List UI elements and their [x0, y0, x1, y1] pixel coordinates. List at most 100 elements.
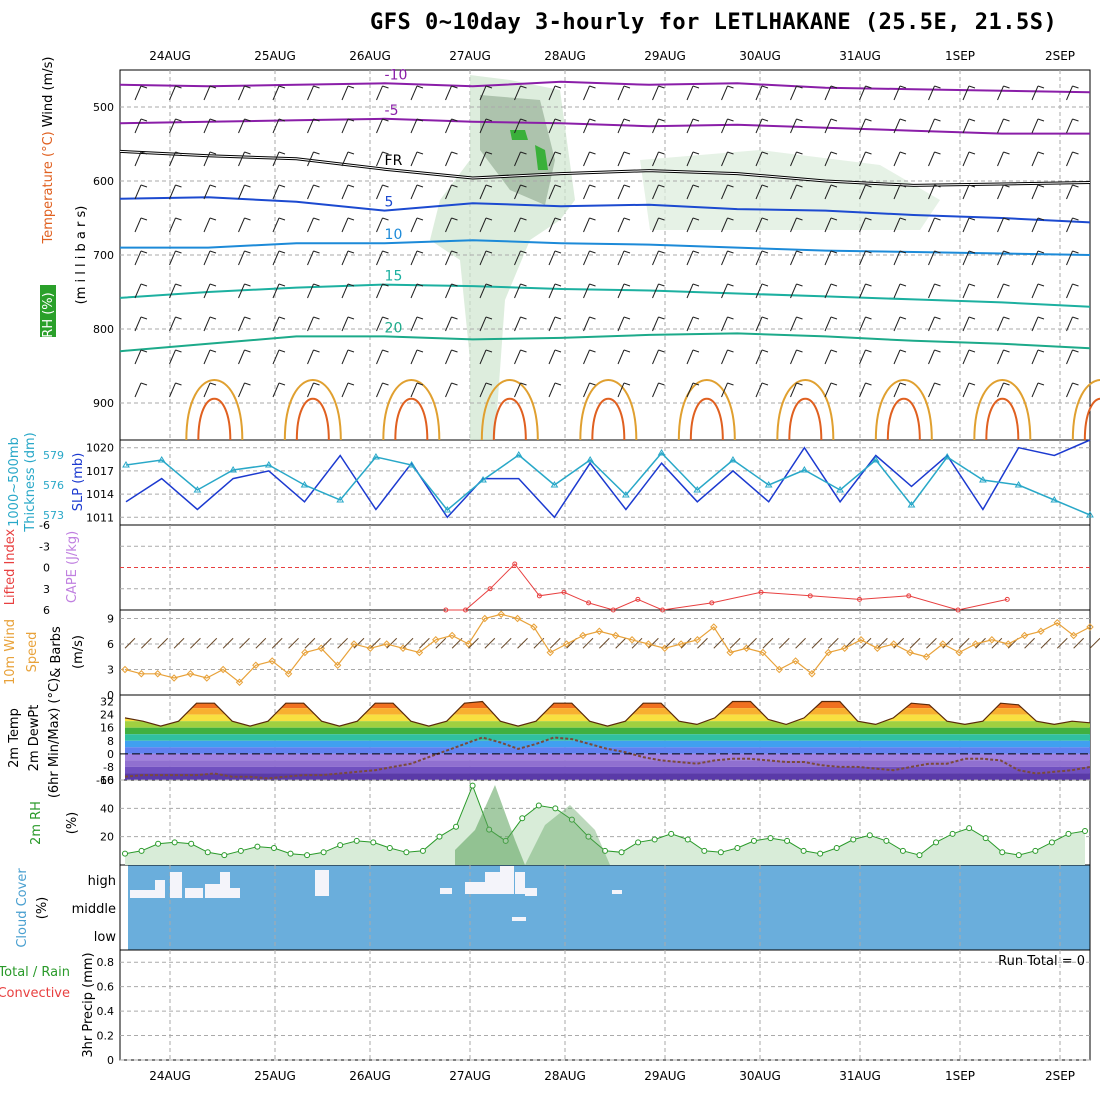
rh-marker — [171, 839, 178, 846]
wind-barb-upper — [652, 250, 659, 266]
wind-barb-upper — [238, 85, 245, 101]
lifted-marker — [512, 561, 518, 567]
wind-barb-upper — [934, 118, 941, 122]
wind-barb-upper — [1003, 217, 1010, 221]
wind-barb-upper — [382, 316, 389, 320]
wind-barb-upper — [382, 250, 389, 254]
wind-barb-upper — [175, 283, 182, 287]
wind-barb-upper — [589, 118, 596, 122]
wind-barb-upper — [307, 85, 314, 101]
wind-barb-upper — [652, 316, 659, 332]
wind-barb-upper — [865, 316, 872, 320]
wind-barb-upper — [721, 382, 728, 398]
wind-barb-upper — [824, 316, 832, 332]
temp-band — [125, 753, 1090, 761]
date-label-bottom: 30AUG — [739, 1069, 781, 1083]
rh-marker — [353, 837, 360, 844]
wind-barb-upper — [934, 316, 941, 320]
pressure-tick-label: 800 — [93, 323, 114, 336]
wind-barb-upper — [278, 217, 286, 221]
wind-marker — [857, 636, 865, 644]
temp-band — [125, 773, 1090, 780]
wind-barb-upper — [209, 184, 217, 188]
wind-barb-upper — [796, 250, 803, 254]
wind-barb-upper — [514, 316, 521, 332]
wind-barb — [484, 637, 496, 649]
axis-label-rh-units: (%) — [65, 812, 80, 835]
wind-barb-upper — [209, 118, 217, 122]
wind-barb-upper — [554, 85, 562, 89]
axis-label-wind-temp: Temperature (°C) Wind (m/s) — [41, 57, 56, 245]
wind-barb-upper — [376, 217, 383, 233]
wind-barb-upper — [865, 184, 872, 188]
thickness-marker — [586, 456, 595, 463]
isotherm--10 — [119, 80, 1091, 94]
wind-barb-upper — [140, 118, 148, 122]
pressure-tick-label: 600 — [93, 175, 114, 188]
wind-marker — [382, 640, 391, 648]
wind-barb — [500, 637, 512, 649]
wind-barb-upper — [824, 85, 832, 101]
wind-marker — [448, 631, 456, 640]
wind-barb-upper — [617, 151, 625, 167]
wind-barb — [893, 637, 905, 649]
wind-barb-upper — [272, 85, 280, 101]
temp-lobe — [295, 397, 330, 441]
wind-barb-upper — [341, 184, 349, 200]
wind-barb-upper — [203, 151, 211, 167]
wind-barb-upper — [830, 118, 838, 122]
wind-barb-upper — [652, 283, 659, 299]
wind-barb-upper — [692, 151, 700, 155]
isotherm-label-FR: FR — [385, 153, 403, 169]
wind-barb-upper — [514, 85, 521, 101]
wind-barb-upper — [686, 250, 694, 266]
date-label-bottom: 26AUG — [349, 1069, 391, 1083]
rh-marker — [1048, 839, 1055, 846]
wind-barb-upper — [347, 349, 355, 353]
wind-barb-upper — [272, 382, 280, 398]
wind-barb-upper — [203, 85, 211, 101]
wind-barb-upper — [1037, 217, 1045, 221]
wind-barb-upper — [382, 349, 389, 353]
wind-barb-upper — [313, 349, 320, 353]
wind-barb-upper — [824, 382, 832, 398]
rh-shading-upper — [640, 150, 940, 230]
wind-barb-upper — [968, 283, 976, 287]
isotherm-20 — [119, 332, 1091, 353]
axis-label-wind1: 10m Wind — [3, 619, 18, 685]
wind-barb-upper — [307, 151, 314, 167]
wind-barb-upper — [140, 85, 148, 89]
rh-marker — [1082, 828, 1088, 834]
cloud-background — [128, 865, 1090, 950]
wind-barb-upper — [899, 151, 907, 155]
wind-barb-upper — [1031, 349, 1039, 365]
panel-frame-precip — [119, 949, 1091, 1061]
rh-marker — [221, 852, 228, 859]
wind-barb-upper — [865, 349, 872, 353]
axis-label-cloud: Cloud Cover — [15, 868, 30, 948]
rh-marker — [767, 835, 774, 842]
wind-barb-upper — [727, 151, 734, 155]
wind-barb-upper — [968, 349, 976, 353]
thickness-tick: 579 — [43, 449, 64, 462]
wind-barb-upper — [968, 316, 976, 320]
wind-barb-upper — [140, 283, 148, 287]
wind-barb-upper — [410, 250, 418, 266]
wind-barb-upper — [416, 85, 424, 89]
wind-barb-upper — [307, 349, 314, 365]
temp-lobe — [677, 379, 736, 441]
date-label-bottom: 27AUG — [449, 1069, 491, 1083]
wind-barb-upper — [175, 118, 182, 122]
wind-barb-upper — [238, 184, 245, 200]
wind-barb-upper — [997, 118, 1004, 134]
rh-marker — [1032, 847, 1039, 854]
wind-barb-upper — [934, 85, 941, 89]
wind-barb-upper — [169, 217, 176, 233]
wind-barb-upper — [410, 382, 418, 398]
wind-barb-upper — [169, 250, 176, 266]
wind-tick: 3 — [107, 664, 114, 677]
slp-line — [125, 439, 1091, 519]
temp-tick: 24 — [100, 709, 114, 722]
thickness-marker — [729, 456, 737, 463]
